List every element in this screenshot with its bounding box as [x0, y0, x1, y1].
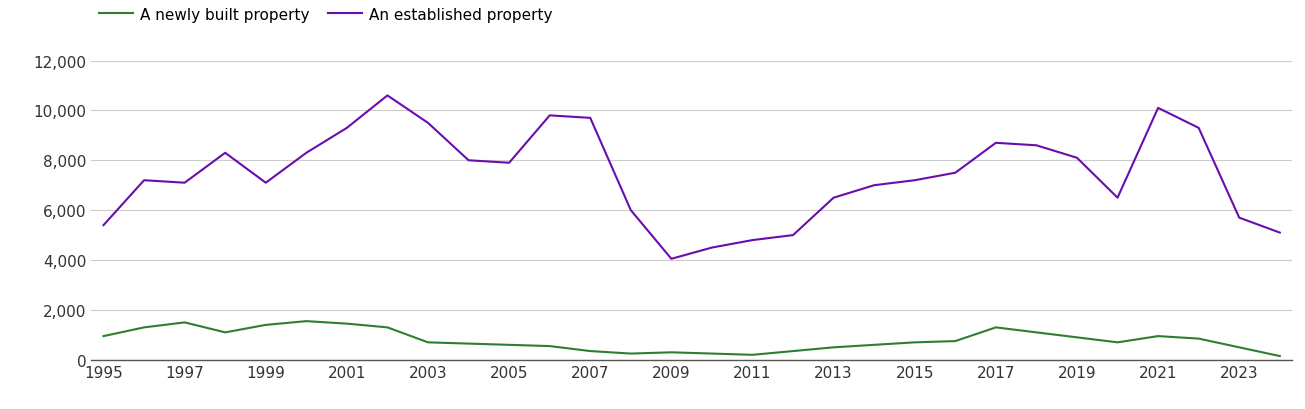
- A newly built property: [867, 343, 882, 348]
- An established property: [299, 151, 315, 156]
- A newly built property: [1109, 340, 1125, 345]
- An established property: [1150, 106, 1165, 111]
- An established property: [1272, 231, 1288, 236]
- A newly built property: [380, 325, 395, 330]
- An established property: [461, 158, 476, 163]
- A newly built property: [826, 345, 842, 350]
- A newly built property: [582, 349, 598, 354]
- An established property: [988, 141, 1004, 146]
- A newly built property: [907, 340, 923, 345]
- An established property: [1232, 216, 1248, 220]
- A newly built property: [705, 351, 720, 356]
- An established property: [1191, 126, 1207, 131]
- A newly built property: [95, 334, 111, 339]
- Line: An established property: An established property: [103, 96, 1280, 259]
- A newly built property: [663, 350, 679, 355]
- An established property: [745, 238, 761, 243]
- An established property: [947, 171, 963, 176]
- An established property: [542, 114, 557, 119]
- An established property: [705, 245, 720, 250]
- A newly built property: [1069, 335, 1084, 340]
- An established property: [907, 178, 923, 183]
- Line: A newly built property: A newly built property: [103, 321, 1280, 356]
- A newly built property: [1150, 334, 1165, 339]
- An established property: [1109, 196, 1125, 201]
- A newly built property: [1272, 354, 1288, 359]
- A newly built property: [136, 325, 151, 330]
- A newly built property: [947, 339, 963, 344]
- A newly built property: [745, 353, 761, 357]
- An established property: [420, 121, 436, 126]
- An established property: [1028, 144, 1044, 148]
- An established property: [380, 94, 395, 99]
- An established property: [218, 151, 234, 156]
- A newly built property: [622, 351, 638, 356]
- An established property: [95, 223, 111, 228]
- A newly built property: [461, 341, 476, 346]
- A newly built property: [1028, 330, 1044, 335]
- A newly built property: [218, 330, 234, 335]
- A newly built property: [176, 320, 192, 325]
- A newly built property: [420, 340, 436, 345]
- A newly built property: [258, 323, 274, 328]
- A newly built property: [501, 343, 517, 348]
- An established property: [867, 183, 882, 188]
- Legend: A newly built property, An established property: A newly built property, An established p…: [99, 8, 553, 22]
- A newly built property: [786, 349, 801, 354]
- An established property: [136, 178, 151, 183]
- An established property: [258, 181, 274, 186]
- An established property: [582, 116, 598, 121]
- An established property: [663, 257, 679, 262]
- An established property: [826, 196, 842, 201]
- An established property: [501, 161, 517, 166]
- A newly built property: [542, 344, 557, 349]
- A newly built property: [988, 325, 1004, 330]
- An established property: [1069, 156, 1084, 161]
- An established property: [176, 181, 192, 186]
- A newly built property: [1232, 345, 1248, 350]
- A newly built property: [299, 319, 315, 324]
- An established property: [786, 233, 801, 238]
- A newly built property: [339, 321, 355, 326]
- An established property: [339, 126, 355, 131]
- A newly built property: [1191, 336, 1207, 341]
- An established property: [622, 208, 638, 213]
